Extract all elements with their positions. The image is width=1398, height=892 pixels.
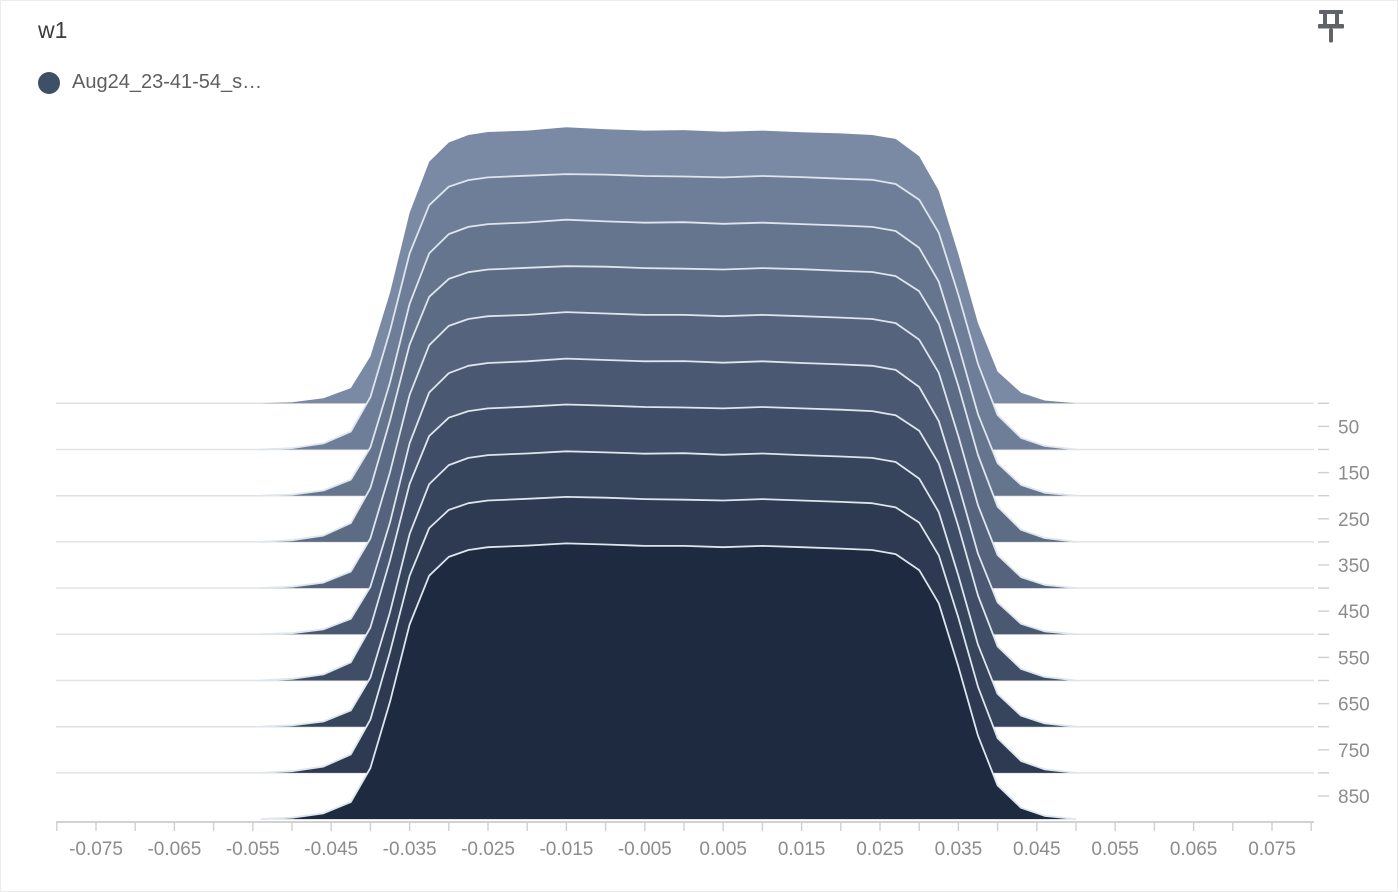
x-tick-label: -0.045 bbox=[304, 839, 358, 860]
run-color-dot-icon bbox=[38, 71, 60, 94]
y-tick-label: 250 bbox=[1338, 510, 1370, 531]
pin-button[interactable] bbox=[1313, 7, 1349, 53]
y-axis: 50 150 250 350 450 550 650 750 850 bbox=[1318, 402, 1370, 808]
ridge-outline bbox=[260, 496, 1077, 774]
ridge-outline bbox=[260, 218, 1077, 497]
x-tick-label: -0.075 bbox=[69, 839, 123, 860]
chart-title: w1 bbox=[38, 17, 68, 43]
ridge-outline bbox=[260, 450, 1077, 728]
x-tick-label: -0.035 bbox=[383, 839, 437, 860]
legend-item-run[interactable]: Aug24_23-41-54_s… bbox=[38, 71, 262, 94]
x-tick-label: 0.055 bbox=[1091, 839, 1139, 860]
x-tick-label: 0.045 bbox=[1013, 839, 1061, 860]
x-axis: -0.075 -0.065 -0.055 -0.045 -0.035 -0.025 -0.0… bbox=[56, 821, 1314, 860]
x-tick-label: 0.075 bbox=[1248, 839, 1296, 860]
histogram-ridge-step-900[interactable] bbox=[260, 543, 1077, 820]
ridge-outline bbox=[260, 403, 1077, 682]
x-tick-label: 0.015 bbox=[778, 839, 826, 860]
x-tick-label: 0.005 bbox=[699, 839, 747, 860]
ridge-outline bbox=[260, 542, 1077, 820]
x-tick-label: -0.025 bbox=[461, 839, 515, 860]
ridge-outline bbox=[260, 357, 1077, 636]
y-tick-label: 850 bbox=[1338, 787, 1370, 808]
x-tick-label: -0.015 bbox=[539, 839, 593, 860]
x-tick-label: 0.025 bbox=[856, 839, 904, 860]
ridge-outline bbox=[260, 173, 1077, 451]
ridge-outline bbox=[260, 265, 1077, 543]
y-tick-label: 50 bbox=[1338, 417, 1359, 438]
y-tick-label: 550 bbox=[1338, 648, 1370, 669]
x-tick-label: 0.065 bbox=[1170, 839, 1218, 860]
pushpin-icon bbox=[1318, 10, 1344, 43]
ridge-outline bbox=[260, 311, 1077, 589]
y-tick-label: 750 bbox=[1338, 741, 1370, 762]
x-tick-label: -0.055 bbox=[226, 839, 280, 860]
y-tick-label: 650 bbox=[1338, 695, 1370, 716]
x-tick-label: -0.065 bbox=[147, 839, 201, 860]
y-tick-label: 150 bbox=[1338, 464, 1370, 485]
y-tick-label: 350 bbox=[1338, 556, 1370, 577]
x-tick-label: 0.035 bbox=[935, 839, 983, 860]
legend-run-label: Aug24_23-41-54_s… bbox=[72, 71, 263, 93]
x-tick-label: -0.005 bbox=[618, 839, 672, 860]
ridge-series bbox=[260, 127, 1077, 820]
y-tick-label: 450 bbox=[1338, 602, 1370, 623]
